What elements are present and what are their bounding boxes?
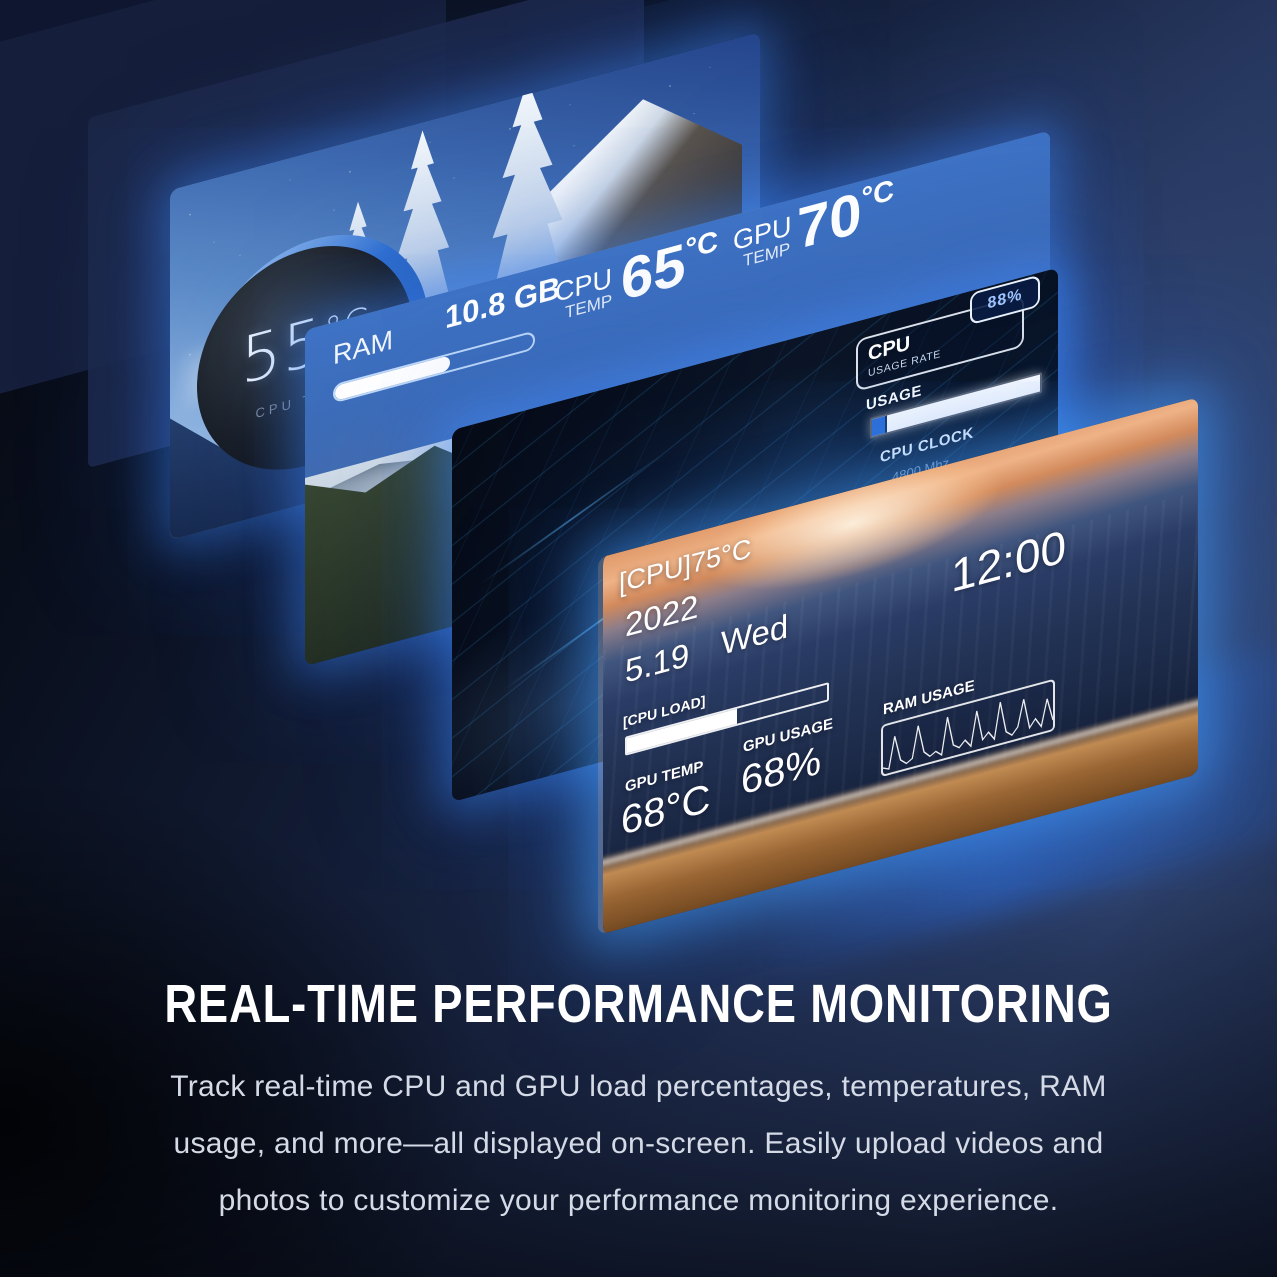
usage-progress-marker [872, 415, 888, 437]
headline: REAL-TIME PERFORMANCE MONITORING [164, 974, 1113, 1034]
cpu-temp-label: CPU TEMP [555, 262, 613, 323]
body-text: Track real-time CPU and GPU load percent… [0, 1058, 1277, 1229]
ram-usage-graph [881, 678, 1055, 778]
screen-clock-dashboard: [CPU]75°C 12:00 2022 5.19 Wed [CPU LOAD]… [598, 397, 1198, 936]
body-line: photos to customize your performance mon… [218, 1184, 1059, 1217]
gpu-temp-label: GPU TEMP [733, 210, 792, 271]
marketing-copy: REAL-TIME PERFORMANCE MONITORING Track r… [0, 974, 1277, 1229]
body-line: usage, and more—all displayed on-screen.… [173, 1127, 1104, 1160]
body-line: Track real-time CPU and GPU load percent… [170, 1070, 1107, 1103]
